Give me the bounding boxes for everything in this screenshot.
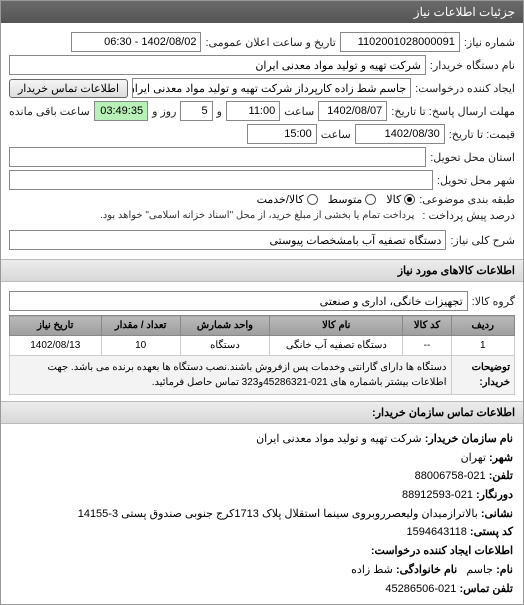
- radio-service[interactable]: کالا/خدمت: [257, 193, 318, 206]
- c-lbl-creator: اطلاعات ایجاد کننده درخواست:: [371, 545, 513, 557]
- details-panel: جزئیات اطلاعات نیاز شماره نیاز: 11020010…: [0, 0, 524, 605]
- field-need-title: دستگاه تصفیه آب بامشخصات پیوستی: [9, 230, 446, 250]
- label-requester: ایجاد کننده درخواست:: [415, 82, 515, 95]
- c-val-city: تهران: [461, 452, 486, 464]
- label-and: و: [217, 105, 222, 118]
- c-val-addr: بالاترازمیدان ولیعصرروبروی سینما استقلال…: [78, 508, 478, 520]
- label-prepay: درصد پیش پرداخت :: [422, 209, 515, 222]
- label-time2: ساعت: [321, 128, 351, 141]
- c-lbl-postal: کد پستی:: [470, 526, 513, 538]
- field-buyer-org: شرکت تهیه و تولید مواد معدنی ایران: [9, 55, 426, 75]
- c-lbl-tel: تلفن:: [489, 470, 513, 482]
- desc-text: دستگاه ها دارای گارانتی وخدمات پس ازفروش…: [10, 356, 452, 395]
- section-goods-info: اطلاعات کالاهای مورد نیاز: [1, 259, 523, 282]
- contact-block: نام سازمان خریدار: شرکت تهیه و تولید موا…: [1, 424, 523, 604]
- th-name: نام کالا: [270, 316, 403, 336]
- label-request-number: شماره نیاز:: [464, 36, 515, 49]
- c-lbl-family: نام خانوادگی:: [396, 564, 457, 576]
- th-unit: واحد شمارش: [180, 316, 269, 336]
- label-time1: ساعت: [284, 105, 314, 118]
- field-goods-group: تجهیزات خانگی، اداری و صنعتی: [9, 291, 468, 311]
- c-val-name: جاسم: [466, 564, 493, 576]
- c-val-fax: 021-88912593: [402, 489, 473, 501]
- cell-code: --: [403, 336, 451, 356]
- radio-service-label: کالا/خدمت: [257, 193, 304, 206]
- field-delivery-city: [9, 170, 433, 190]
- desc-label-cell: توضیحات خریدار:: [451, 356, 515, 395]
- c-val-orgname: شرکت تهیه و تولید مواد معدنی ایران: [256, 433, 422, 445]
- cell-unit: دستگاه: [180, 336, 269, 356]
- label-announce-datetime: تاریخ و ساعت اعلان عمومی:: [205, 36, 335, 49]
- cell-row: 1: [451, 336, 515, 356]
- radio-service-input: [307, 194, 318, 205]
- c-lbl-name: نام:: [496, 564, 513, 576]
- c-lbl-orgname: نام سازمان خریدار:: [425, 433, 513, 445]
- label-goods-group: گروه کالا:: [472, 295, 515, 308]
- c-val-family: شط زاده: [351, 564, 393, 576]
- c-val-postal: 1594643118: [406, 526, 466, 538]
- table-row[interactable]: 1 -- دستگاه تصفیه آب خانگی دستگاه 10 140…: [10, 336, 515, 356]
- c-val-phone: 021-45286506: [385, 583, 456, 595]
- radio-medium[interactable]: متوسط: [328, 193, 377, 206]
- label-delivery-city: شهر محل تحویل:: [437, 174, 515, 187]
- th-code: کد کالا: [403, 316, 451, 336]
- cell-date: 1402/08/13: [10, 336, 102, 356]
- label-buyer-org: نام دستگاه خریدار:: [430, 59, 515, 72]
- th-date: تاریخ نیاز: [10, 316, 102, 336]
- buyer-contact-button[interactable]: اطلاعات تماس خریدار: [9, 79, 128, 98]
- c-lbl-phone: تلفن تماس:: [459, 583, 513, 595]
- items-table: ردیف کد کالا نام کالا واحد شمارش تعداد /…: [9, 315, 515, 395]
- table-desc-row: توضیحات خریدار: دستگاه ها دارای گارانتی …: [10, 356, 515, 395]
- c-lbl-addr: نشانی:: [481, 508, 513, 520]
- radio-medium-label: متوسط: [328, 193, 363, 206]
- label-days-and: روز و: [152, 105, 176, 118]
- panel-title: جزئیات اطلاعات نیاز: [1, 1, 523, 23]
- field-request-number: 1102001028000091: [340, 32, 460, 52]
- budget-radio-group: کالا متوسط کالا/خدمت: [257, 193, 416, 206]
- c-lbl-city: شهر:: [489, 452, 513, 464]
- label-deadline-to: مهلت ارسال پاسخ: تا تاریخ:: [391, 105, 515, 118]
- label-need-title: شرح کلی نیاز:: [450, 234, 515, 247]
- radio-goods[interactable]: کالا: [386, 193, 415, 206]
- label-budget-row: طبقه بندی موضوعی:: [419, 193, 515, 206]
- c-val-tel: 021-88006758: [415, 470, 486, 482]
- radio-goods-input: [404, 194, 415, 205]
- th-qty: تعداد / مقدار: [101, 316, 180, 336]
- radio-goods-label: کالا: [386, 193, 401, 206]
- form-area: شماره نیاز: 1102001028000091 تاریخ و ساع…: [1, 23, 523, 259]
- radio-medium-input: [365, 194, 376, 205]
- field-quote-date: 1402/08/30: [355, 124, 445, 144]
- field-days: 5: [180, 101, 212, 121]
- desc-label: توضیحات خریدار:: [472, 362, 510, 388]
- c-lbl-fax: دورنگار:: [476, 489, 513, 501]
- section-buyer-contact: اطلاعات تماس سازمان خریدار:: [1, 401, 523, 424]
- field-delivery-province: [9, 147, 426, 167]
- field-announce-datetime: 1402/08/02 - 06:30: [71, 32, 201, 52]
- cell-qty: 10: [101, 336, 180, 356]
- field-deadline-date: 1402/08/07: [318, 101, 387, 121]
- field-deadline-time: 11:00: [226, 101, 280, 121]
- label-delivery-province: استان محل تحویل:: [430, 151, 515, 164]
- cell-name: دستگاه تصفیه آب خانگی: [270, 336, 403, 356]
- field-remaining: 03:49:35: [94, 101, 148, 121]
- label-remaining: ساعت باقی مانده: [9, 105, 90, 118]
- prepay-note: پرداخت تمام یا بخشی از مبلغ خرید، از محل…: [100, 210, 414, 221]
- label-quote-until: قیمت: تا تاریخ:: [449, 128, 515, 141]
- field-requester: جاسم شط زاده کارپرداز شرکت تهیه و تولید …: [132, 78, 411, 98]
- th-row: ردیف: [451, 316, 515, 336]
- field-quote-time: 15:00: [247, 124, 317, 144]
